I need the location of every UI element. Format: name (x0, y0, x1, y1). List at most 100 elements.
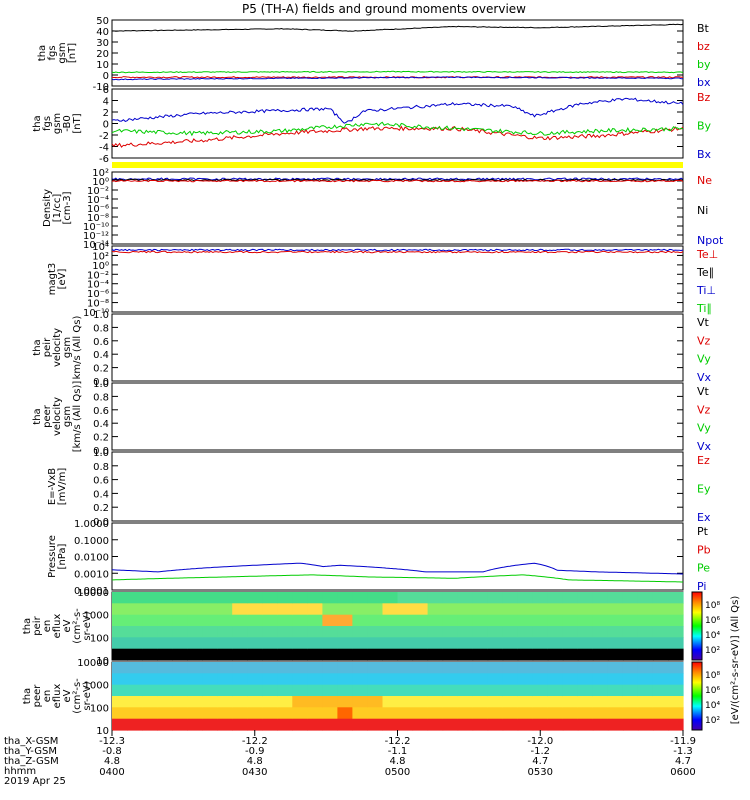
peer_spec-cell (457, 718, 474, 731)
peir_spec-cell (217, 637, 233, 650)
pressure-ylabel: Pressure (47, 535, 58, 578)
legend-by: by (697, 58, 711, 71)
legend-Npot: Npot (697, 234, 724, 247)
series-Pe (112, 574, 683, 583)
peer_spec-cell (277, 696, 293, 708)
peer_spec-cell (292, 696, 308, 708)
peer_spec-ylabel: sr-eV) (82, 681, 93, 710)
peir_spec-cell (262, 637, 278, 650)
peer_spec-cell (277, 673, 293, 686)
peir_spec-cell (532, 648, 549, 661)
temp-ytick-label: 10⁻⁸ (87, 299, 109, 310)
peir_spec-cell (502, 592, 519, 604)
peer_spec-cell (577, 696, 594, 708)
peir_spec-ytick-label: 10 (96, 656, 109, 667)
y-gsm-value: -1.3 (673, 746, 693, 757)
peer_spec-cell (577, 718, 594, 731)
fgs-ylabel: tha (37, 45, 48, 61)
series-Te (111, 250, 684, 254)
peer_spec-cell (112, 673, 128, 686)
peer_spec-cell (337, 662, 353, 674)
temp-ytick-label: 10⁻⁴ (87, 280, 109, 291)
peer_spec-cell (442, 662, 459, 674)
series-by (111, 70, 684, 74)
colorbar-tick: 10² (705, 716, 720, 726)
peir_spec-cell (397, 626, 414, 638)
peir_spec-cell (487, 626, 504, 638)
legend-Bt: Bt (697, 22, 710, 35)
density-ytick-label: 10⁻¹⁰ (83, 222, 109, 233)
series-Npot (111, 177, 684, 181)
peir_spec-cell (307, 614, 323, 627)
peer_spec-cell (457, 696, 474, 708)
peer_spec-cell (127, 673, 143, 686)
peir_vel-ytick-label: 0.6 (93, 337, 109, 348)
peir_spec-cell (337, 592, 353, 604)
peir_spec-cell (547, 648, 564, 661)
efield-ytick-label: 0.4 (93, 489, 109, 500)
peer_spec-cell (502, 673, 519, 686)
density-frame (111, 171, 684, 245)
peir_spec-cell (668, 592, 684, 604)
pressure-ytick-label: 0.0010 (74, 569, 109, 580)
peir_spec-cell (562, 614, 579, 627)
peer_spec-cell (172, 696, 188, 708)
peir_spec-cell (607, 637, 624, 650)
peir_spec-cell (202, 614, 218, 627)
peir_spec-cell (277, 592, 293, 604)
peir_spec-cell (202, 648, 218, 661)
legend-Ti∥: Ti∥ (696, 302, 712, 315)
fgs2-ytick-label: -4 (99, 143, 109, 154)
peer_vel-ylabel: velocity (52, 397, 63, 436)
series-Ne (111, 179, 684, 183)
peer_spec-cell (532, 696, 549, 708)
peer_spec-cell (202, 707, 218, 720)
peer_spec-cell (427, 684, 444, 697)
peir_spec-cell (622, 592, 639, 604)
peer_spec-cell (277, 662, 293, 674)
peer_spec-cell (112, 718, 128, 731)
peer_spec-cell (217, 684, 233, 697)
legend-Vx: Vx (697, 371, 712, 384)
x-axis-row-label: tha_Y-GSM (4, 746, 57, 757)
peer_spec-cell (142, 696, 158, 708)
peir_spec-cell (472, 648, 489, 661)
peer_spec-cell (307, 662, 323, 674)
peer_spec-cell (652, 696, 669, 708)
fgs-ytick-label: 0 (103, 71, 109, 82)
peer_spec-cell (352, 707, 368, 720)
peer_spec-cell (367, 696, 383, 708)
z-gsm-value: 4.8 (390, 756, 406, 767)
peir_spec-cell (127, 648, 143, 661)
peer_spec-cell (472, 684, 489, 697)
peer_spec-cell (502, 684, 519, 697)
panel-peir_spec: 10000 1000 100 10 tha peir en eflux eV (cm²-s-sr-… (22, 588, 684, 667)
peir_spec-cell (668, 614, 684, 627)
peir_spec-ylabel: eV (62, 619, 73, 632)
peir_spec-cell (442, 648, 459, 661)
peer_spec-cell (472, 718, 489, 731)
legend-Bx: Bx (697, 148, 712, 161)
peer_spec-cell (607, 707, 624, 720)
peer_spec-cell (472, 696, 489, 708)
peer_spec-cell (217, 718, 233, 731)
y-gsm-value: -1.2 (530, 746, 550, 757)
peer_spec-cell (187, 696, 203, 708)
peer_spec-cell (382, 718, 399, 731)
peer_spec-cell (172, 718, 188, 731)
peer_spec-cell (247, 673, 263, 686)
peir_spec-cell (517, 626, 534, 638)
peir_spec-cell (607, 592, 624, 604)
peer_spec-cell (592, 662, 609, 674)
panel-peer_spec: 10000 1000 100 10 tha peer en eflux eV (cm²-s-sr-… (22, 658, 684, 737)
peer_spec-cell (517, 662, 534, 674)
peer_spec-cell (367, 662, 383, 674)
peir_spec-cell (247, 637, 263, 650)
peir_spec-cell (232, 603, 248, 616)
series-Bt (111, 23, 684, 32)
peir_spec-cell (382, 603, 399, 616)
peir_spec-cell (637, 648, 654, 661)
peer_spec-cell (367, 707, 383, 720)
fgs2-ylabel: fgs (42, 116, 53, 131)
